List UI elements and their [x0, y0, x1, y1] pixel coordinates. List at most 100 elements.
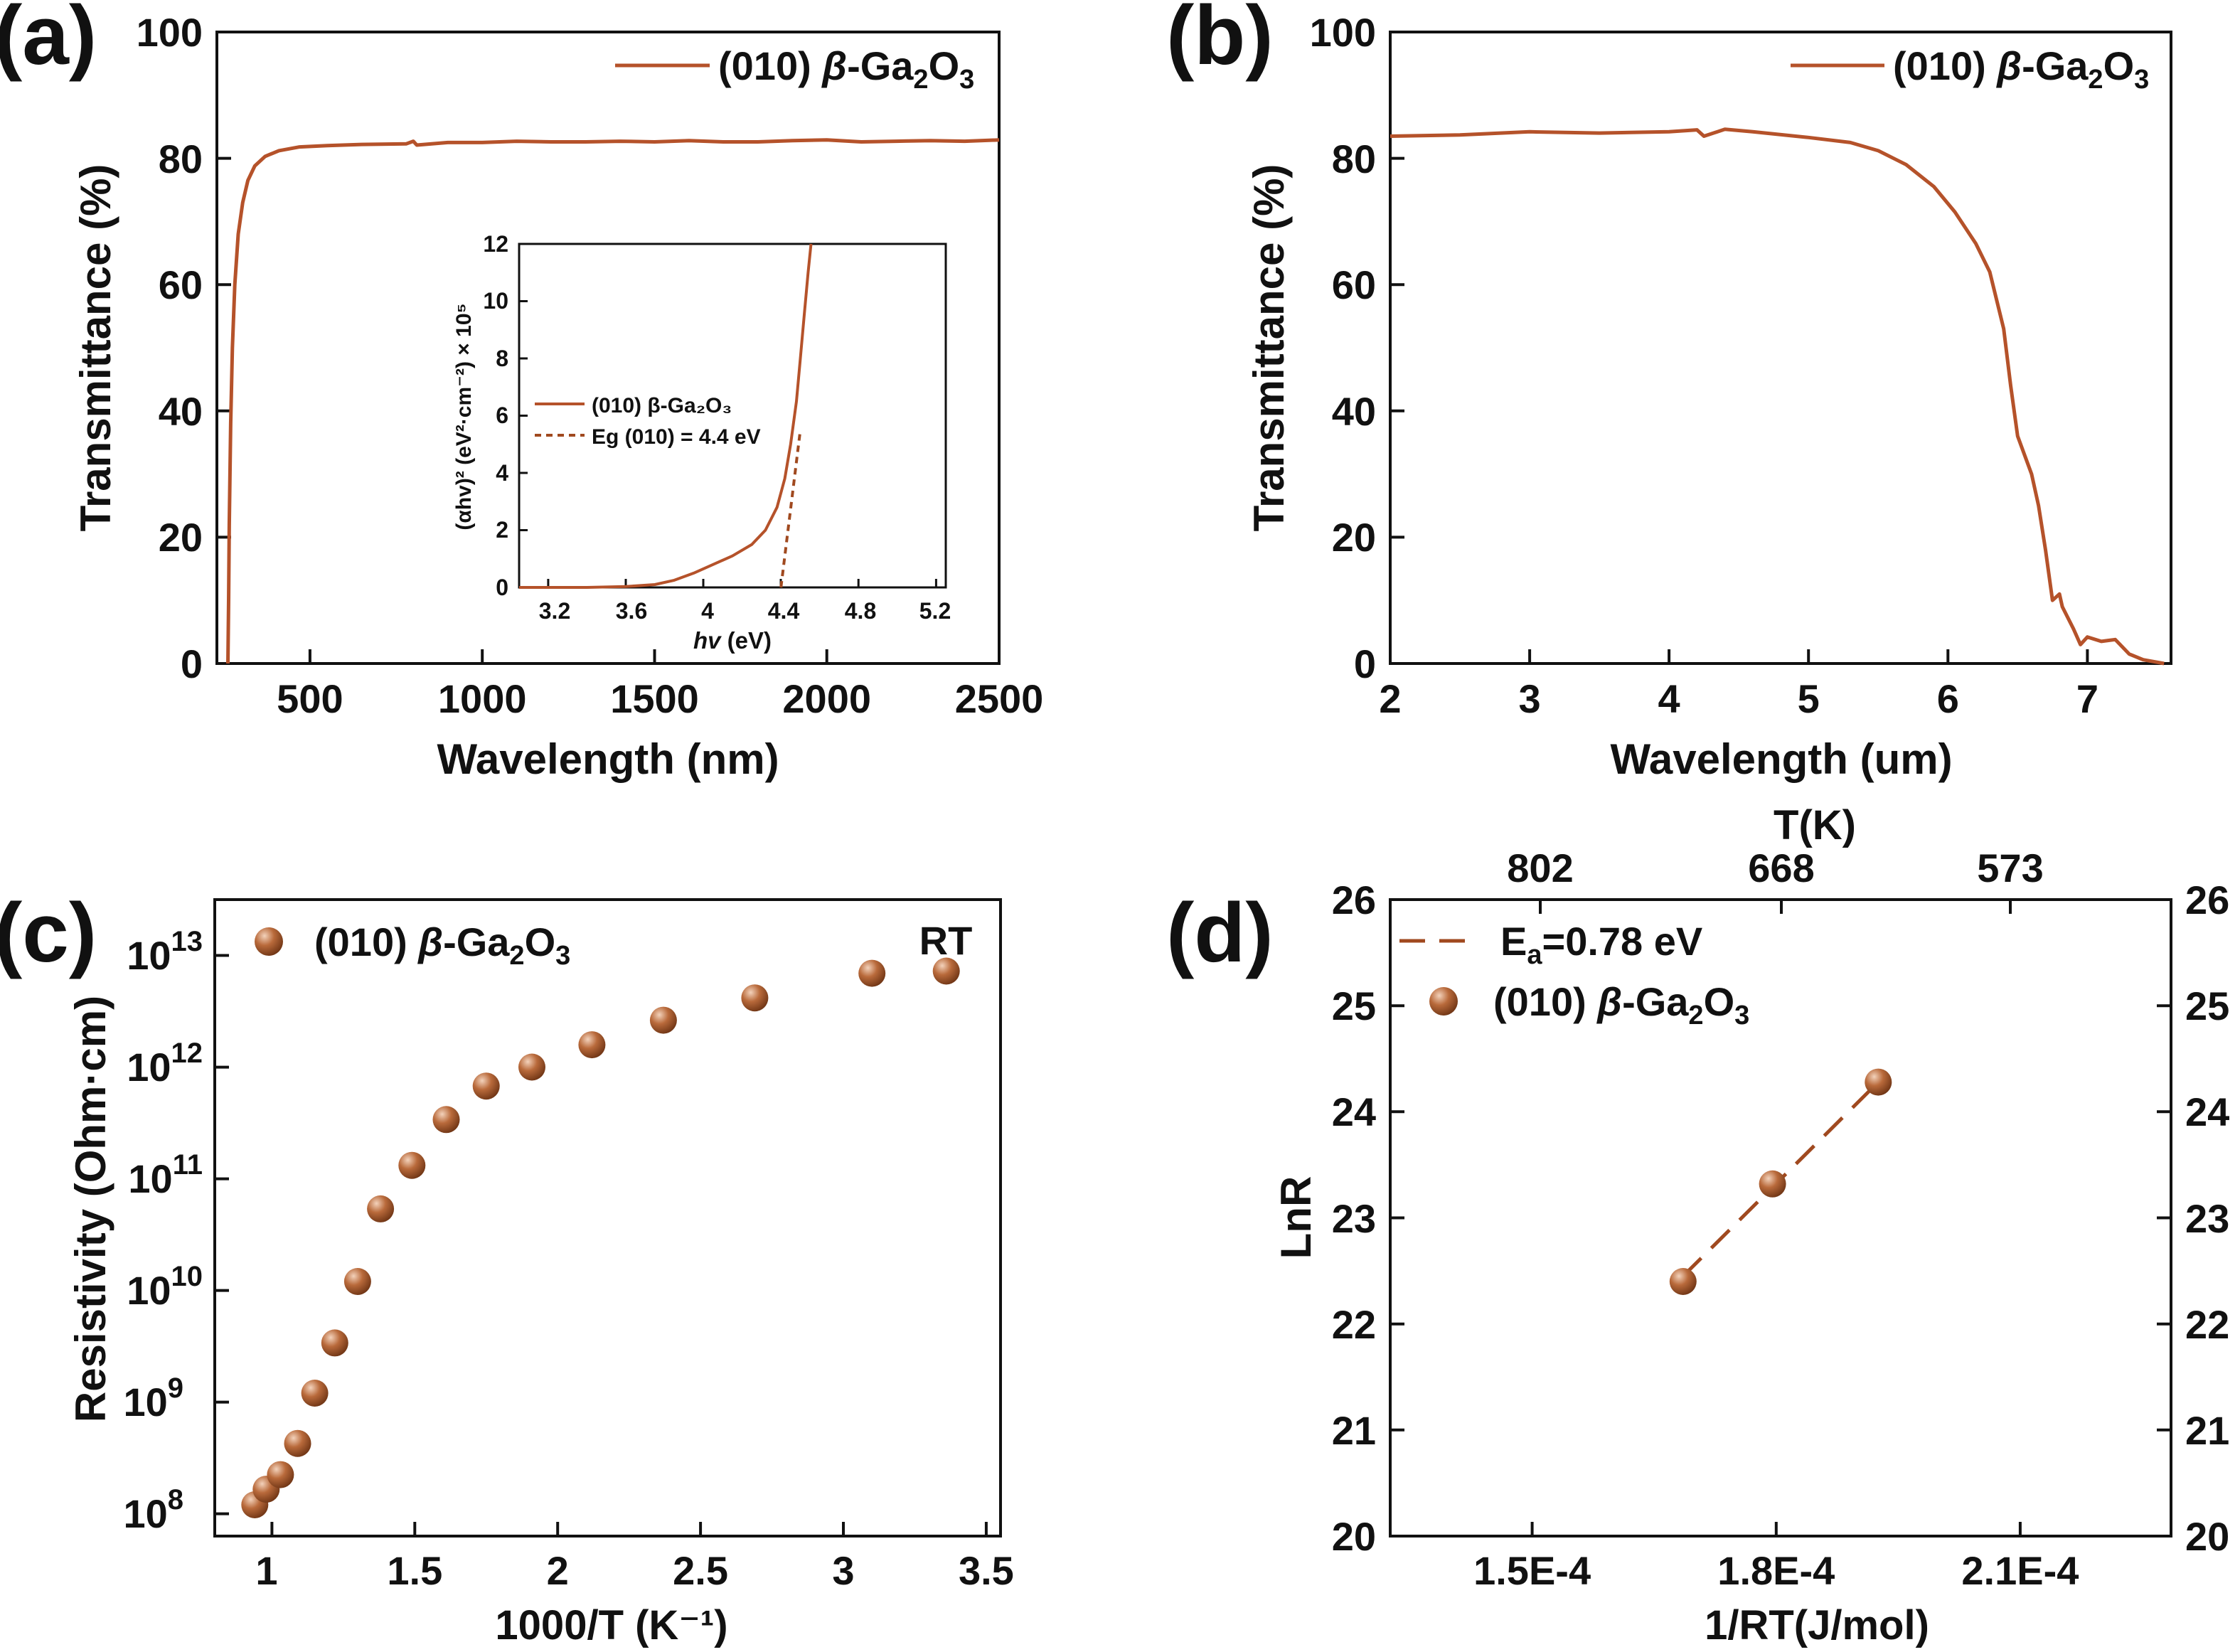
- legend-sample: (010): [1493, 979, 1597, 1024]
- panel-d-top-axis-title: T(K): [1774, 802, 1856, 848]
- inset-ytick: 4: [496, 460, 508, 486]
- panel-d-x-ticks: 1.5E-4 1.8E-4 2.1E-4: [1473, 1522, 2079, 1593]
- inset-xlabel-unit: (eV): [721, 627, 772, 654]
- panel-c-ytick: 1011: [128, 1149, 203, 1201]
- legend-beta: β: [417, 920, 443, 964]
- legend-mid: O: [525, 920, 556, 964]
- panel-b-ytick: 80: [1332, 137, 1376, 181]
- ytick-exponent: 8: [168, 1484, 183, 1515]
- legend-sub: 2: [509, 941, 524, 971]
- panel-c-rt-annotation: RT: [919, 918, 973, 963]
- legend-sub: 2: [913, 65, 928, 95]
- panel-a-xlabel: Wavelength (nm): [437, 735, 779, 783]
- panel-c-ytick: 1010: [127, 1261, 203, 1313]
- inset-xlabel: hv (eV): [693, 627, 772, 654]
- legend-sub: 3: [555, 941, 570, 971]
- inset-frame: [518, 243, 947, 589]
- panel-d-ytick: 25: [1332, 984, 1376, 1028]
- inset-ytick: 6: [496, 403, 508, 428]
- resistivity-marker: [398, 1151, 426, 1179]
- resistivity-marker: [301, 1380, 329, 1407]
- ytick-base: 10: [128, 1156, 172, 1201]
- inset-xtick: 3.6: [616, 598, 647, 624]
- legend-beta: β: [1596, 979, 1622, 1024]
- panel-a-x-ticks: 500 1000 1500 2000 2500: [277, 649, 1043, 721]
- panel-d-legend-marker: [1429, 987, 1458, 1016]
- panel-a-y-ticks: 0 20 40 60 80 100: [137, 10, 231, 686]
- legend-mid: O: [2103, 43, 2135, 88]
- lnr-marker: [1669, 1268, 1697, 1295]
- panel-a-legend: (010) β-Ga2O3: [615, 43, 974, 95]
- panel-d: (d) 802 668 573 T(K) 1.5E-4 1.8E-4 2.1E-…: [1166, 802, 2229, 1648]
- legend-sub: 3: [959, 65, 974, 95]
- ytick-exponent: 9: [168, 1373, 183, 1404]
- panel-a-inset: 3.2 3.6 4 4.4 4.8 5.2 0 2 4 6 8 10: [452, 231, 951, 654]
- inset-absorption-curve: [519, 243, 813, 589]
- panel-b-x-ticks: 2 3 4 5 6 7: [1379, 649, 2098, 721]
- inset-ytick: 0: [496, 575, 508, 600]
- panel-b-ytick: 0: [1354, 641, 1376, 686]
- panel-b-xtick: 2: [1379, 676, 1401, 721]
- panel-a-xtick: 1000: [438, 676, 527, 721]
- panel-d-y-ticks: 20 21 22 23 24 25 26 20 21 22 23 24 25 2…: [1332, 878, 2230, 1559]
- panel-c-ytick: 108: [123, 1484, 183, 1536]
- resistivity-marker: [432, 1106, 460, 1134]
- panel-b-frame: [1389, 31, 2172, 665]
- legend-sub: 2: [1688, 1001, 1703, 1030]
- legend-fit-main: E: [1500, 919, 1527, 964]
- panel-b-ytick: 20: [1332, 515, 1376, 560]
- inset-bandgap-fit-line: [779, 430, 802, 588]
- panel-a-label: (a): [0, 0, 97, 82]
- ytick-base: 10: [123, 1380, 167, 1424]
- panel-d-ytick-right: 25: [2185, 984, 2229, 1028]
- panel-d-ytick: 26: [1332, 878, 1376, 922]
- panel-b-ytick: 60: [1332, 262, 1376, 307]
- legend-fit-sub: a: [1527, 940, 1542, 970]
- ytick-exponent: 13: [171, 926, 203, 957]
- panel-c-frame: [213, 898, 1002, 1538]
- panel-c-xtick: 1: [255, 1548, 277, 1593]
- ytick-exponent: 12: [171, 1038, 203, 1069]
- resistivity-marker: [932, 957, 960, 985]
- inset-xtick: 5.2: [919, 598, 951, 624]
- resistivity-marker: [284, 1429, 311, 1457]
- panel-c-xtick: 1.5: [387, 1548, 442, 1593]
- inset-xtick: 4.8: [845, 598, 876, 624]
- panel-a-ylabel: Transmittance (%): [72, 164, 119, 532]
- panel-d-label: (d): [1166, 886, 1274, 980]
- legend-sub: 3: [1734, 1001, 1749, 1030]
- inset-x-ticks: 3.2 3.6 4 4.4 4.8 5.2: [539, 579, 951, 624]
- panel-d-xtick: 1.5E-4: [1473, 1548, 1591, 1593]
- legend-sub: 3: [2134, 65, 2149, 95]
- inset-ytick: 12: [483, 231, 508, 257]
- ytick-base: 10: [127, 1268, 171, 1313]
- panel-d-ytick-right: 26: [2185, 878, 2229, 922]
- panel-c-xtick: 3: [832, 1548, 854, 1593]
- panel-d-legend-sample: (010) β-Ga2O3: [1493, 979, 1749, 1030]
- panel-d-toptick: 802: [1507, 846, 1573, 890]
- panel-d-legend: Ea=0.78 eV (010) β-Ga2O3: [1399, 919, 1749, 1030]
- panel-c-legend-label: (010) β-Ga2O3: [314, 920, 570, 971]
- panel-a-xtick: 1500: [610, 676, 699, 721]
- inset-legend: (010) β-Ga₂O₃ Eg (010) = 4.4 eV: [535, 394, 761, 449]
- panel-a-xtick: 2000: [782, 676, 871, 721]
- panel-b-legend-label: (010) β-Ga2O3: [1893, 43, 2149, 95]
- panel-c-ytick: 1013: [127, 926, 203, 978]
- resistivity-marker: [741, 984, 769, 1012]
- resistivity-marker: [472, 1072, 500, 1100]
- panel-c-legend-marker: [255, 927, 283, 956]
- legend-mid: O: [929, 43, 960, 88]
- panel-b-xlabel: Wavelength (um): [1610, 735, 1952, 783]
- panel-a-ytick: 20: [159, 515, 203, 560]
- panel-c-xtick: 3.5: [959, 1548, 1014, 1593]
- panel-b-legend: (010) β-Ga2O3: [1791, 43, 2149, 95]
- inset-ylabel: (αhv)² (eV²·cm⁻²) × 10⁵: [452, 303, 476, 530]
- resistivity-marker: [578, 1031, 606, 1059]
- panel-a-transmittance-curve: [226, 138, 1000, 664]
- inset-ytick: 10: [483, 288, 508, 314]
- panel-b: (b) 2 3 4 5 6 7 0 20 40 60 80: [1166, 0, 2172, 783]
- inset-ytick: 2: [496, 517, 508, 543]
- inset-xtick: 4.4: [768, 598, 800, 624]
- panel-c-ylabel: Resistivity (Ohm·cm): [67, 996, 114, 1422]
